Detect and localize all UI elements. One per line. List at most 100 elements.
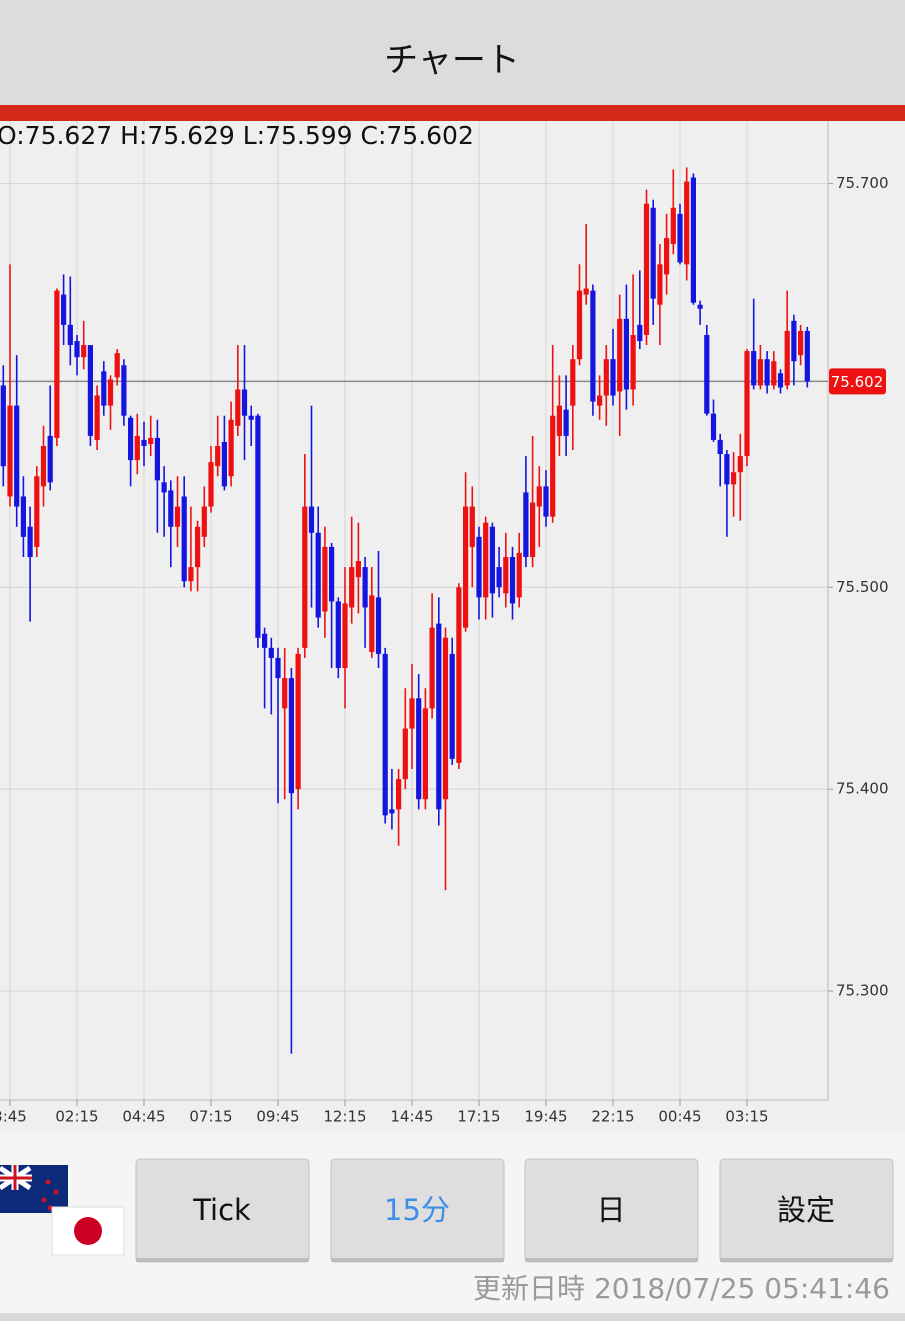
chart-background — [0, 121, 905, 1133]
candle-body — [215, 445, 221, 467]
candle-body — [228, 419, 234, 477]
candle-body — [181, 496, 187, 582]
header-title: チャート — [384, 41, 520, 81]
candle-body — [174, 506, 181, 527]
button-shadow[interactable] — [720, 1258, 893, 1262]
candle-body — [657, 264, 663, 305]
candle-body — [114, 353, 120, 378]
candle-body — [342, 603, 348, 669]
candle-body — [349, 567, 355, 608]
candle-body — [81, 345, 87, 358]
candle-body — [7, 405, 13, 497]
button-shadow[interactable] — [331, 1258, 504, 1262]
candle-body — [235, 389, 241, 426]
candle-body — [744, 351, 750, 457]
button-shadow[interactable] — [136, 1258, 309, 1262]
jp-flag — [51, 1206, 125, 1256]
toolbar-button[interactable]: 設定 — [719, 1158, 894, 1263]
candle-body — [697, 304, 703, 309]
candle-body — [630, 334, 636, 390]
nz-flag — [0, 1165, 68, 1213]
candle-body — [20, 496, 26, 537]
candle-body — [416, 698, 422, 800]
candle-body — [74, 341, 80, 358]
candle-body — [643, 203, 650, 335]
x-tick-label: 12:15 — [323, 1108, 366, 1126]
candle-body — [489, 526, 495, 594]
toolbar-button[interactable]: 15分 — [330, 1158, 505, 1263]
candle-body — [396, 779, 402, 810]
y-tick-label: 75.700 — [836, 174, 889, 192]
candle-body — [295, 653, 301, 790]
candle-body — [409, 698, 415, 729]
candle-body — [503, 557, 509, 594]
candle-body — [27, 526, 33, 558]
candle-body — [637, 324, 643, 342]
candle-body — [469, 506, 475, 547]
x-tick-label: 02:15 — [55, 1108, 98, 1126]
x-tick-label: 22:15 — [591, 1108, 634, 1126]
candle-body — [583, 288, 589, 295]
candle-body — [335, 601, 341, 669]
button-label[interactable]: 設定 — [777, 1193, 835, 1227]
toolbar-button[interactable]: Tick — [135, 1158, 310, 1263]
update-time: 更新日時 2018/07/25 05:41:46 — [473, 1272, 890, 1305]
candle-body — [590, 290, 596, 402]
candle-body — [777, 373, 784, 388]
candle-body — [576, 290, 583, 360]
y-tick-label: 75.400 — [836, 780, 889, 798]
candle-body — [329, 546, 335, 602]
candle-body — [771, 361, 777, 386]
candle-body — [208, 462, 214, 507]
candle-body — [684, 181, 690, 265]
accent-bar — [0, 105, 905, 121]
button-shadow[interactable] — [525, 1258, 698, 1262]
candle-body — [791, 320, 797, 362]
candle-body — [476, 536, 482, 598]
last-price-box — [829, 368, 886, 395]
candle-body — [121, 365, 127, 416]
candle-body — [784, 330, 790, 386]
candle-body — [67, 324, 73, 346]
candle-body — [375, 597, 382, 654]
candle-body — [456, 587, 462, 763]
candle-body — [677, 213, 683, 263]
candle-body — [670, 207, 676, 245]
candle-body — [563, 409, 569, 436]
candle-body — [690, 177, 696, 303]
candle-body — [262, 633, 268, 648]
x-tick-label: 03:15 — [725, 1108, 768, 1126]
candle-body — [483, 522, 489, 598]
candle-body — [449, 653, 455, 759]
candle-body — [322, 546, 328, 612]
candle-body — [530, 502, 536, 558]
candle-body — [315, 532, 321, 618]
button-label[interactable]: 日 — [596, 1193, 625, 1227]
candle-body — [623, 318, 629, 390]
x-tick-label: 00:45 — [658, 1108, 701, 1126]
x-tick-label: 09:45 — [256, 1108, 299, 1126]
candle-body — [241, 389, 248, 416]
toolbar-button[interactable]: 日 — [524, 1158, 699, 1263]
candle-body — [382, 653, 388, 816]
candle-body — [47, 435, 53, 483]
candle-body — [751, 351, 757, 386]
candle-body — [463, 506, 469, 628]
candle-body — [550, 415, 556, 517]
candle-body — [275, 657, 281, 679]
candle-body — [255, 415, 261, 638]
candle-body — [369, 595, 375, 652]
candle-body — [40, 445, 47, 487]
candle-body — [128, 417, 134, 461]
candle-body — [161, 482, 167, 493]
button-label[interactable]: Tick — [192, 1193, 251, 1227]
candle-body — [188, 567, 194, 582]
candle-body — [134, 435, 140, 461]
button-label[interactable]: 15分 — [384, 1193, 450, 1227]
candle-body — [543, 486, 549, 517]
candle-body — [422, 708, 428, 800]
candle-body — [61, 294, 67, 325]
candle-body — [731, 472, 737, 485]
